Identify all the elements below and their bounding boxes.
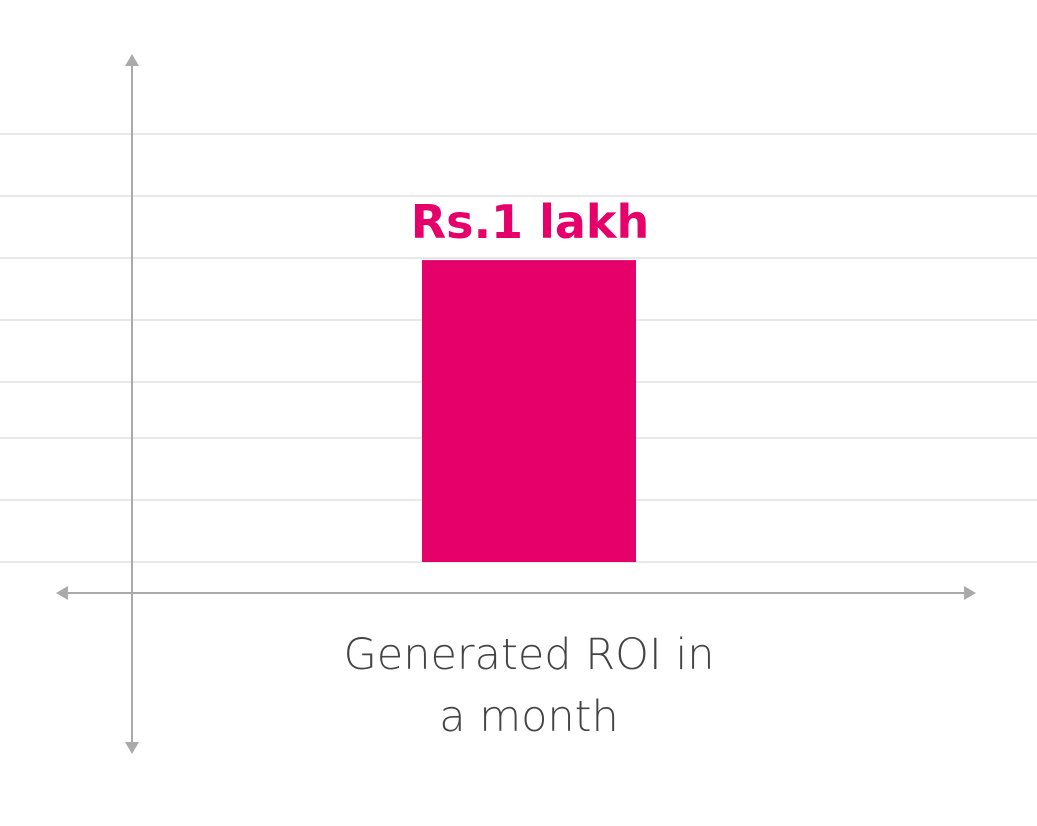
arrow-head — [125, 54, 139, 66]
arrow-head — [125, 742, 139, 754]
arrow-head — [56, 586, 68, 600]
bar — [422, 260, 636, 562]
category-label: Generated ROI in a month — [343, 630, 715, 742]
value-label: Rs.1 lakh — [411, 195, 649, 249]
arrow-head — [964, 586, 976, 600]
